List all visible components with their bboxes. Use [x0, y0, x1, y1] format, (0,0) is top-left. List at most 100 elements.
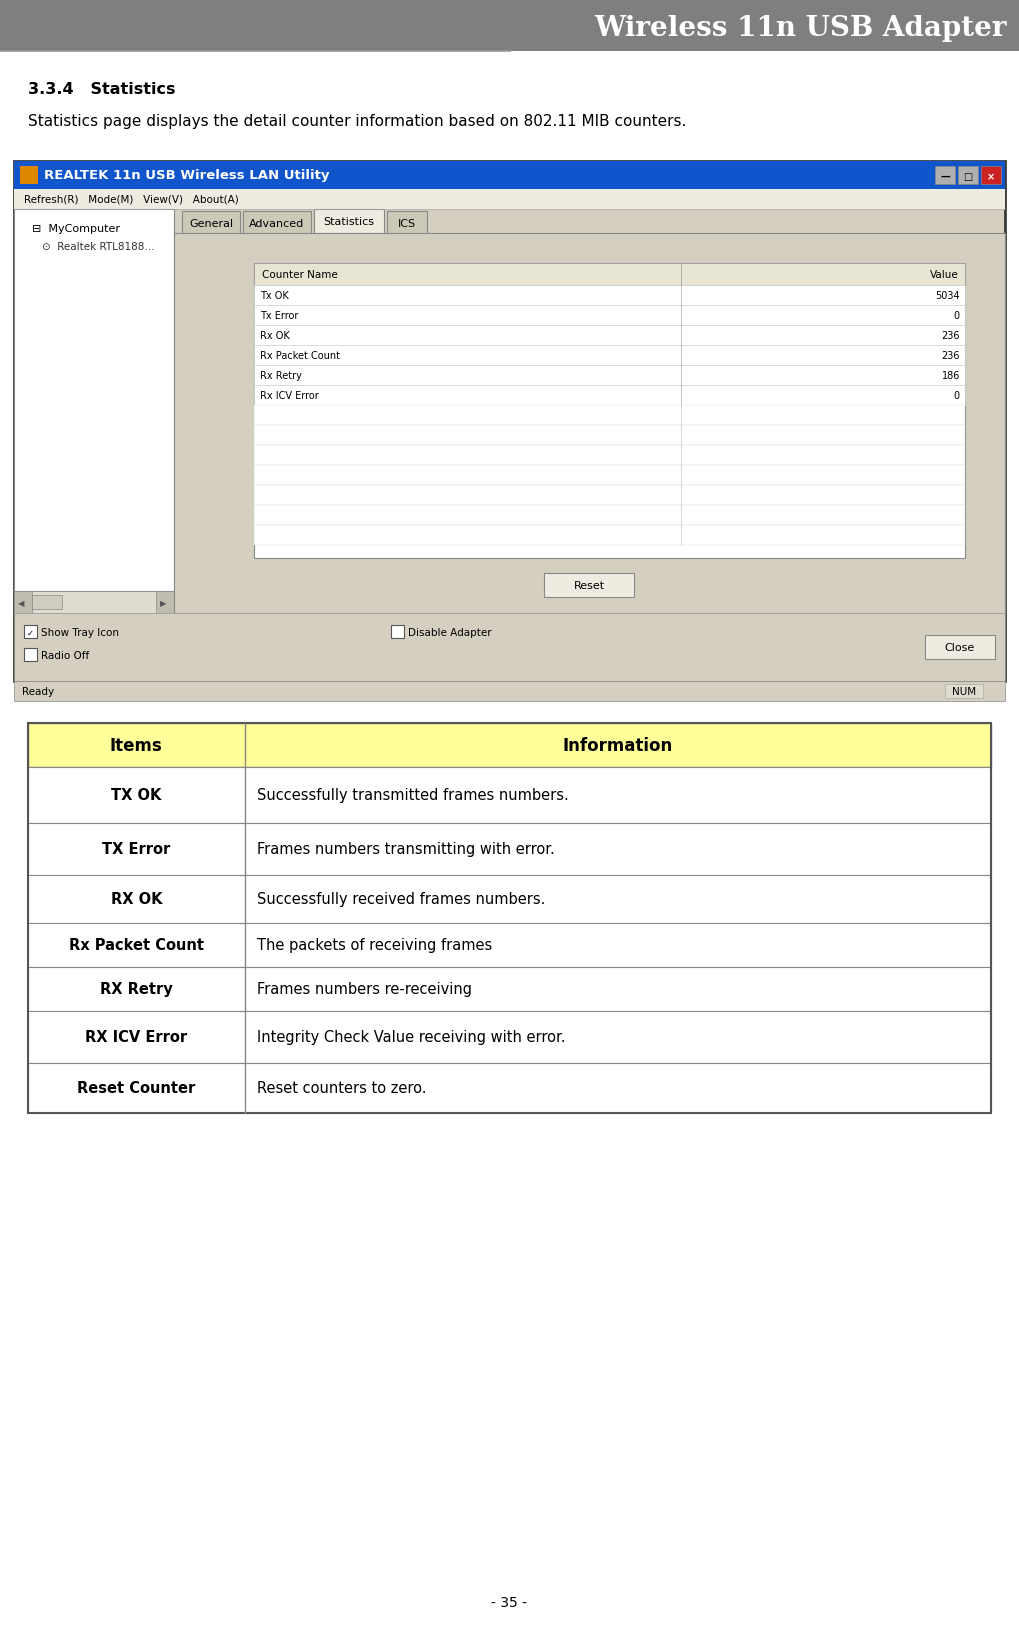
- Text: Integrity Check Value receiving with error.: Integrity Check Value receiving with err…: [257, 1030, 566, 1045]
- Bar: [28, 968, 991, 1011]
- Bar: [14, 613, 1005, 681]
- Bar: [14, 161, 1005, 681]
- Bar: [14, 592, 32, 613]
- Bar: [387, 212, 427, 236]
- Bar: [28, 823, 991, 875]
- Text: NUM: NUM: [952, 686, 976, 696]
- Text: RX OK: RX OK: [111, 892, 162, 906]
- Bar: [254, 406, 965, 425]
- Text: ×: ×: [987, 171, 996, 183]
- Text: RX ICV Error: RX ICV Error: [86, 1030, 187, 1045]
- Text: Refresh(R)   Mode(M)   View(V)   About(A): Refresh(R) Mode(M) View(V) About(A): [24, 196, 238, 205]
- Text: Reset counters to zero.: Reset counters to zero.: [257, 1081, 426, 1095]
- Text: Tx OK: Tx OK: [260, 290, 288, 302]
- Text: Items: Items: [110, 737, 163, 755]
- Bar: [243, 212, 311, 236]
- Bar: [254, 264, 965, 559]
- Text: Value: Value: [930, 271, 959, 280]
- Text: Close: Close: [945, 642, 975, 652]
- Bar: [14, 681, 1005, 701]
- Bar: [28, 768, 991, 823]
- Text: Disable Adapter: Disable Adapter: [408, 628, 491, 637]
- Bar: [981, 166, 1001, 184]
- Bar: [20, 166, 38, 184]
- Bar: [28, 924, 991, 968]
- Bar: [14, 592, 174, 613]
- Text: Wireless 11n USB Adapter: Wireless 11n USB Adapter: [594, 16, 1007, 42]
- Text: Statistics page displays the detail counter information based on 802.11 MIB coun: Statistics page displays the detail coun…: [28, 114, 687, 129]
- Text: ⊟  MyComputer: ⊟ MyComputer: [32, 223, 120, 233]
- Bar: [390, 626, 404, 639]
- Bar: [28, 875, 991, 924]
- Text: The packets of receiving frames: The packets of receiving frames: [257, 937, 492, 954]
- Bar: [28, 1011, 991, 1063]
- Text: Advanced: Advanced: [250, 218, 305, 228]
- Bar: [254, 425, 965, 445]
- Bar: [254, 306, 965, 326]
- Bar: [254, 285, 965, 306]
- Bar: [254, 386, 965, 406]
- Bar: [28, 724, 991, 1113]
- Bar: [182, 212, 240, 236]
- Bar: [958, 166, 978, 184]
- Text: Ready: Ready: [22, 686, 54, 696]
- Text: Tx Error: Tx Error: [260, 311, 299, 321]
- Text: 0: 0: [954, 391, 960, 401]
- Text: Rx OK: Rx OK: [260, 331, 289, 341]
- Text: Successfully transmitted frames numbers.: Successfully transmitted frames numbers.: [257, 787, 569, 804]
- Text: ▶: ▶: [160, 600, 166, 608]
- Text: - 35 -: - 35 -: [491, 1596, 528, 1609]
- Text: Information: Information: [562, 737, 673, 755]
- Text: Radio Off: Radio Off: [41, 650, 90, 660]
- Bar: [935, 166, 955, 184]
- Bar: [254, 326, 965, 346]
- Text: TX Error: TX Error: [102, 843, 170, 857]
- Text: REALTEK 11n USB Wireless LAN Utility: REALTEK 11n USB Wireless LAN Utility: [44, 170, 329, 183]
- Bar: [254, 346, 965, 365]
- Text: Show Tray Icon: Show Tray Icon: [41, 628, 119, 637]
- Bar: [544, 574, 635, 598]
- Text: RX Retry: RX Retry: [100, 981, 172, 998]
- Text: □: □: [963, 171, 972, 183]
- Text: Successfully received frames numbers.: Successfully received frames numbers.: [257, 892, 545, 906]
- Bar: [254, 264, 965, 285]
- Text: Frames numbers re-receiving: Frames numbers re-receiving: [257, 981, 472, 998]
- Text: ✓: ✓: [26, 628, 34, 637]
- Bar: [156, 592, 174, 613]
- Bar: [0, 0, 1019, 52]
- Text: General: General: [189, 218, 233, 228]
- Bar: [925, 636, 995, 660]
- Text: ◀: ◀: [18, 600, 24, 608]
- Text: 236: 236: [942, 331, 960, 341]
- Text: ICS: ICS: [398, 218, 416, 228]
- Bar: [14, 161, 1005, 189]
- Text: Rx Retry: Rx Retry: [260, 370, 302, 381]
- Bar: [14, 210, 174, 592]
- Bar: [28, 1063, 991, 1113]
- Text: —: —: [941, 171, 950, 183]
- Bar: [254, 365, 965, 386]
- Text: 3.3.4   Statistics: 3.3.4 Statistics: [28, 82, 175, 96]
- Text: 236: 236: [942, 350, 960, 360]
- Text: Reset Counter: Reset Counter: [77, 1081, 196, 1095]
- Bar: [254, 486, 965, 505]
- Text: 186: 186: [942, 370, 960, 381]
- Text: Rx Packet Count: Rx Packet Count: [69, 937, 204, 954]
- Bar: [28, 724, 991, 768]
- Text: Rx ICV Error: Rx ICV Error: [260, 391, 319, 401]
- Bar: [254, 466, 965, 486]
- Bar: [174, 233, 1005, 613]
- Text: Statistics: Statistics: [323, 217, 375, 227]
- Bar: [24, 649, 37, 662]
- Text: 5034: 5034: [935, 290, 960, 302]
- Bar: [32, 595, 62, 610]
- Bar: [14, 189, 1005, 210]
- Text: TX OK: TX OK: [111, 787, 162, 804]
- Text: Rx Packet Count: Rx Packet Count: [260, 350, 340, 360]
- Text: Counter Name: Counter Name: [262, 271, 337, 280]
- Bar: [254, 445, 965, 466]
- Bar: [945, 685, 983, 699]
- Text: Reset: Reset: [574, 580, 605, 590]
- Bar: [24, 626, 37, 639]
- Text: ⊙  Realtek RTL8188...: ⊙ Realtek RTL8188...: [42, 241, 155, 253]
